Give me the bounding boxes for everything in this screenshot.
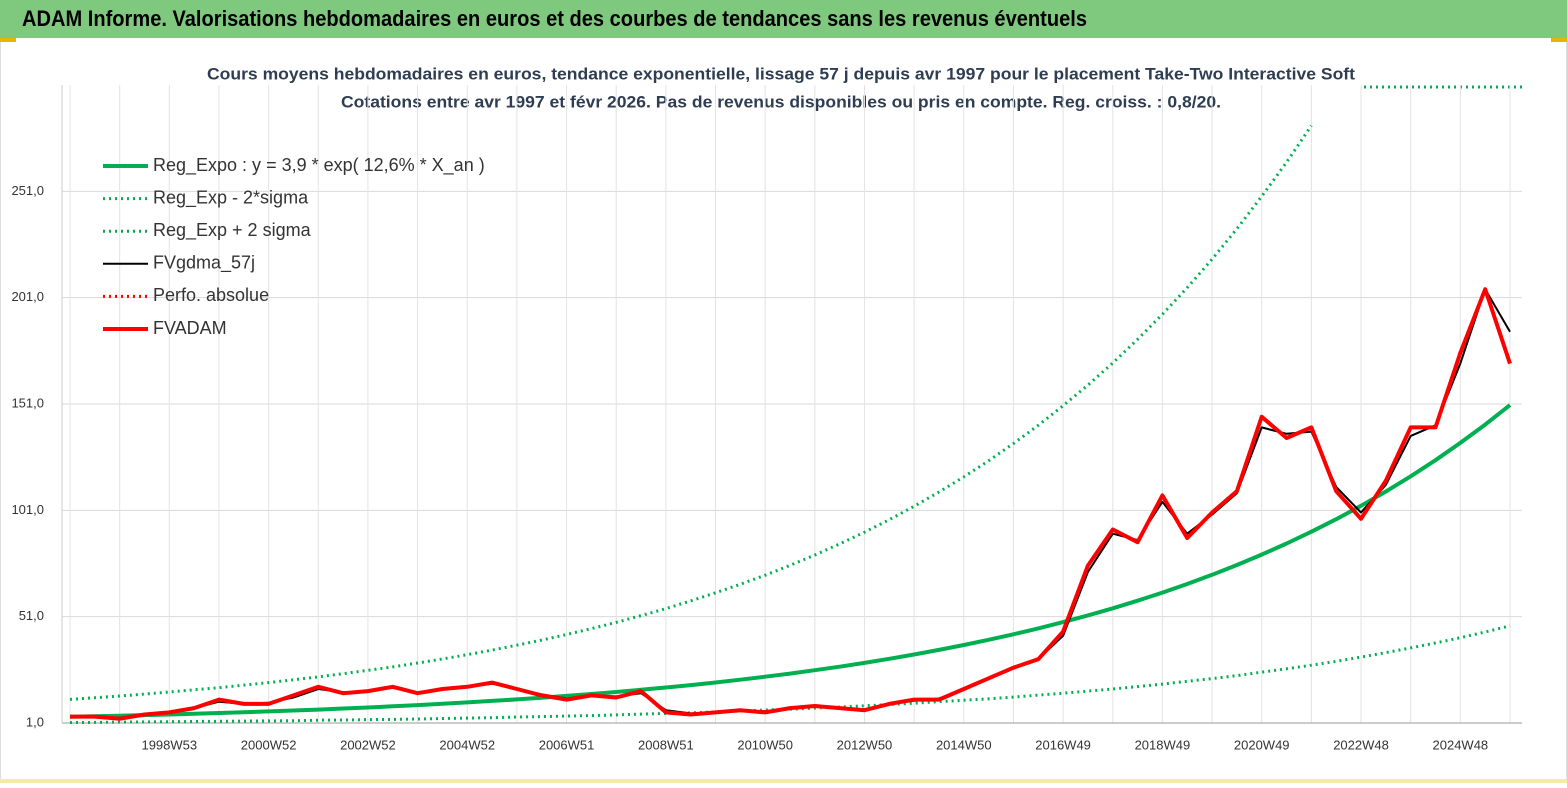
x-tick-label: 2010W50 xyxy=(737,737,793,752)
y-tick-label: 151,0 xyxy=(11,395,44,410)
legend-label: FVADAM xyxy=(153,318,227,338)
y-tick-label: 1,0 xyxy=(26,714,44,729)
corner xyxy=(0,38,16,42)
x-tick-label: 2022W48 xyxy=(1333,737,1389,752)
header: ADAM Informe. Valorisations hebdomadaire… xyxy=(22,6,1087,31)
footer-bar xyxy=(0,779,1567,783)
y-tick-label: 251,0 xyxy=(11,183,44,198)
header-bar xyxy=(0,0,1567,38)
legend-label: Reg_Exp + 2 sigma xyxy=(153,220,312,241)
legend-label: Reg_Expo : y = 3,9 * exp( 12,6% * X_an ) xyxy=(153,155,485,176)
chart-subtitle: Cotations entre avr 1997 et févr 2026. P… xyxy=(341,92,1221,111)
x-tick-label: 2014W50 xyxy=(936,737,992,752)
x-tick-label: 2008W51 xyxy=(638,737,694,752)
x-tick-label: 2002W52 xyxy=(340,737,396,752)
series-line xyxy=(69,403,1512,719)
x-tick-label: 2016W49 xyxy=(1035,737,1091,752)
legend-label: FVgdma_57j xyxy=(153,253,255,274)
x-tick-label: 2020W49 xyxy=(1234,737,1290,752)
y-tick-label: 201,0 xyxy=(11,289,44,304)
x-tick-label: 2006W51 xyxy=(539,737,595,752)
x-tick-label: 1998W53 xyxy=(141,737,197,752)
series-line xyxy=(70,287,1512,721)
legend-label: Reg_Exp - 2*sigma xyxy=(153,187,309,208)
x-tick-label: 2012W50 xyxy=(837,737,893,752)
y-tick-label: 51,0 xyxy=(19,608,44,623)
corner xyxy=(1551,38,1567,42)
chart-title: Cours moyens hebdomadaires en euros, ten… xyxy=(207,64,1355,83)
y-tick-label: 101,0 xyxy=(11,502,44,517)
x-tick-label: 2018W49 xyxy=(1135,737,1191,752)
x-tick-label: 2024W48 xyxy=(1433,737,1489,752)
x-tick-label: 2000W52 xyxy=(241,737,297,752)
x-tick-label: 2004W52 xyxy=(439,737,495,752)
legend-label: Perfo. absolue xyxy=(153,285,269,305)
